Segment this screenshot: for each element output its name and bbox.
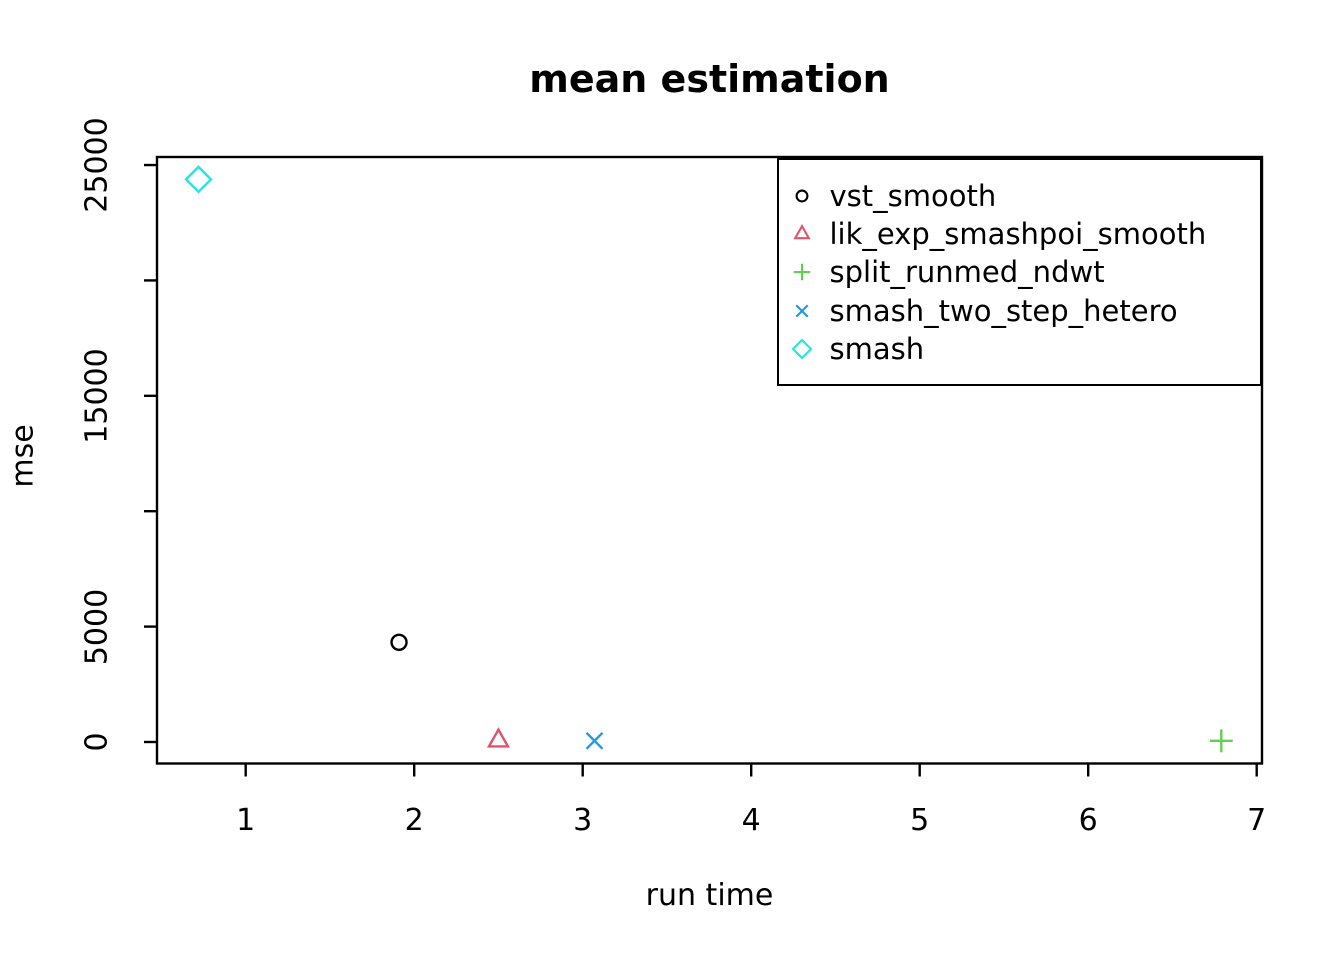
x-icon [794,304,809,318]
legend: vst_smooth lik_exp_smashpoi_smooth split_r… [777,158,1262,386]
legend-marker-smash [791,338,812,360]
data-point-smash_two_step_hetero [585,731,604,750]
y-tick-label: 0 [79,732,115,752]
legend-marker-lik_exp_smashpoi_smooth [792,224,811,240]
legend-item: smash [779,330,1260,368]
triangle-icon [792,224,811,240]
x-tick-label: 7 [1247,803,1267,838]
x-tick-label: 2 [404,803,424,838]
x-tick-label: 5 [910,803,930,838]
x-tick-label: 1 [236,803,256,838]
data-point-lik_exp_smashpoi_smooth [486,727,511,748]
circle-icon [795,189,808,203]
plot-box [155,155,1264,765]
legend-label: smash [829,331,925,366]
x-tick-label: 4 [741,803,761,838]
data-point-vst_smooth [390,633,408,651]
legend-item: lik_exp_smashpoi_smooth [779,215,1260,253]
legend-label: smash_two_step_hetero [829,293,1178,328]
legend-label: split_runmed_ndwt [829,255,1105,290]
x-tick-label: 6 [1078,803,1098,838]
legend-label: lik_exp_smashpoi_smooth [829,217,1207,252]
y-tick-label: 5000 [79,588,115,665]
plus-icon [793,264,810,281]
y-tick-label: 15000 [79,348,115,444]
legend-item: vst_smooth [779,177,1260,215]
legend-item: split_runmed_ndwt [779,253,1260,291]
legend-item: smash_two_step_hetero [779,292,1260,330]
data-point-smash [184,165,213,194]
legend-marker-smash_two_step_hetero [794,304,809,318]
legend-marker-vst_smooth [795,189,808,203]
x-axis-label: run time [645,878,774,913]
legend-label: vst_smooth [829,179,997,214]
y-tick-label: 25000 [79,117,115,213]
diamond-icon [791,338,812,360]
chart-title: mean estimation [529,57,890,101]
x-tick-label: 3 [573,803,593,838]
